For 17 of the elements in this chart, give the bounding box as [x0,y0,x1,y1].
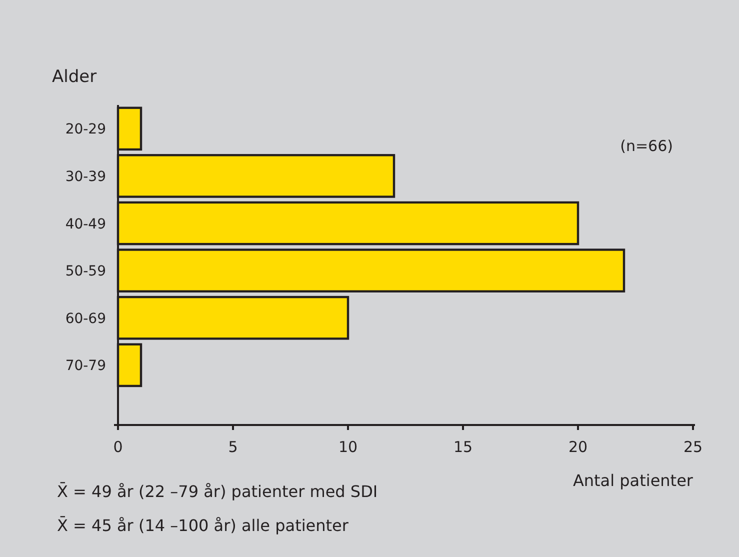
x-tick-label: 20 [568,438,588,456]
y-tick-label: 70-79 [65,358,106,374]
x-tick-label: 5 [228,438,238,456]
y-tick-label: 40-49 [65,216,106,232]
y-tick-label: 50-59 [65,264,106,280]
y-tick-label: 20-29 [65,122,106,138]
x-tick-label: 25 [683,438,703,456]
x-tick-label: 15 [453,438,473,456]
x-tick-label: 0 [113,438,123,456]
x-axis-title: Antal patienter [572,471,694,490]
x-tick-label: 10 [338,438,358,456]
y-tick-label: 30-39 [65,168,106,185]
text: X̄ = 49 år (22 –79 år) patienter med SDI [57,482,378,501]
text: X̄ = 45 år (14 –100 år) alle patienter [57,516,349,535]
annotation: (n=66) [620,137,673,155]
y-tick-label: 60-69 [65,310,106,327]
y-axis-title: Alder [52,67,97,87]
